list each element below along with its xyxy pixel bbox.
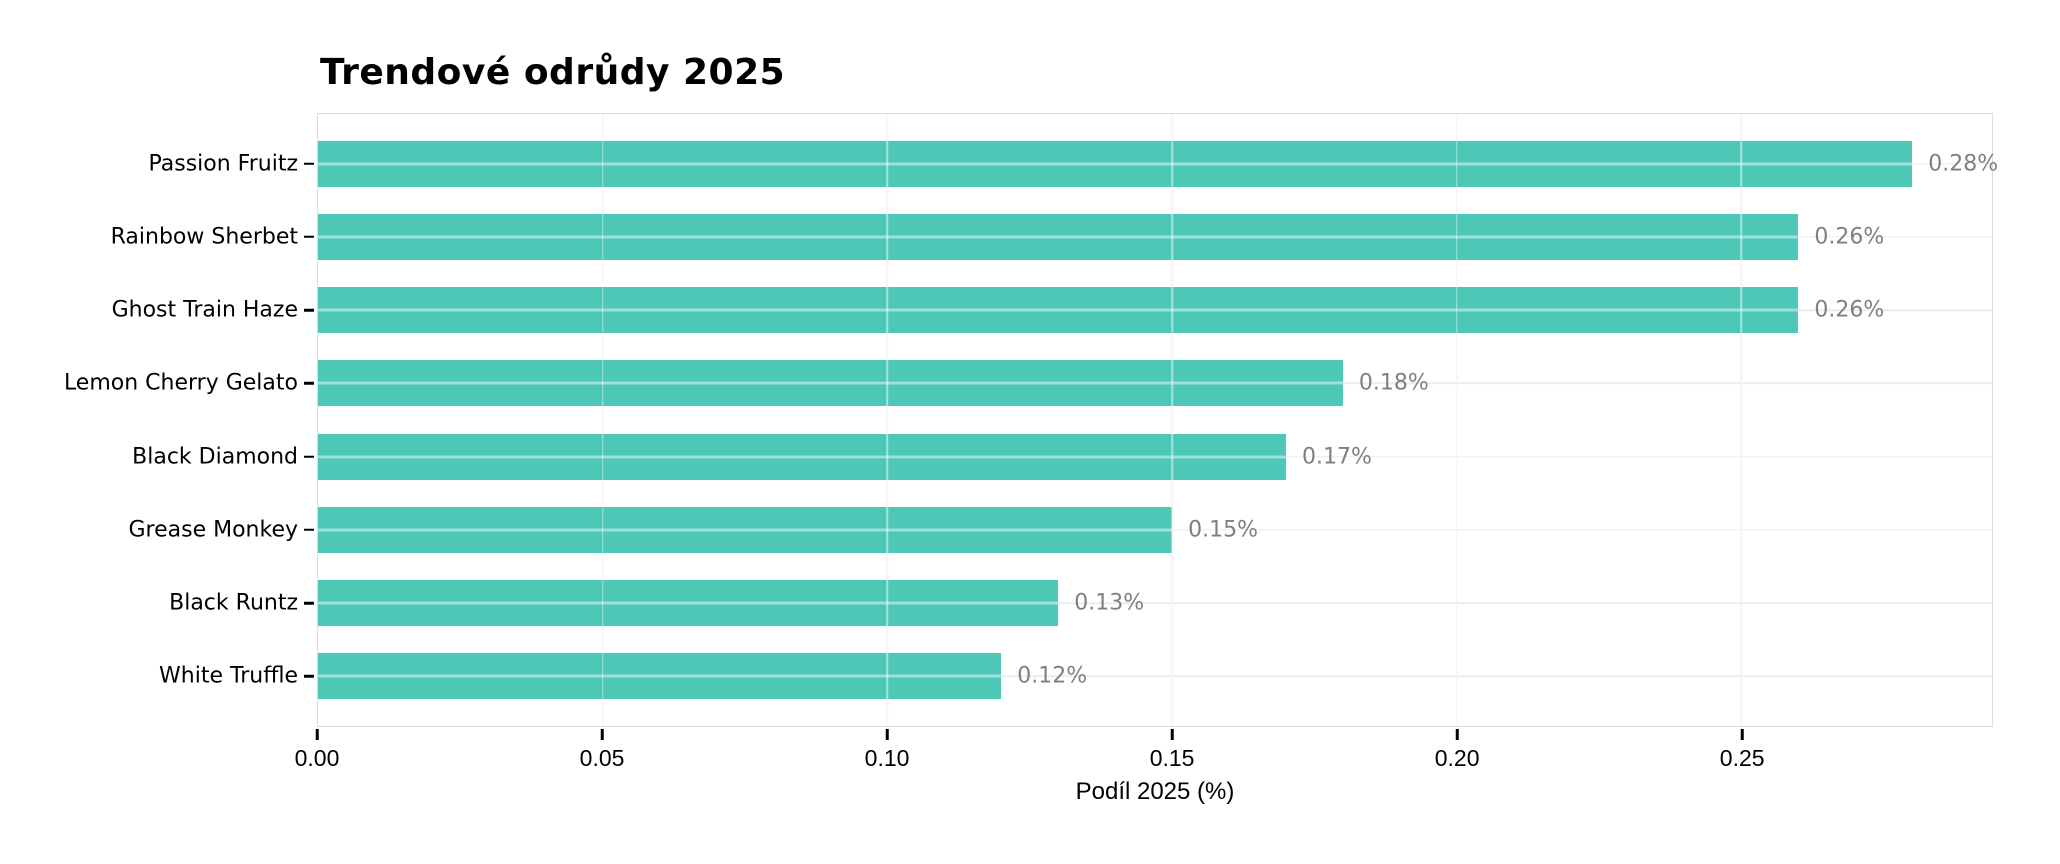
y-tick-mark [304, 528, 314, 532]
x-tick-mark [600, 729, 604, 740]
category-label: Black Runtz [169, 590, 298, 616]
bar [318, 213, 1799, 260]
bar-value-label: 0.26% [1814, 224, 1885, 250]
bar [318, 653, 1002, 700]
x-axis-label: Podíl 2025 (%) [1075, 778, 1235, 805]
bar-row: 0.17% Black Diamond [132, 420, 1992, 493]
bar-value-label: 0.13% [1074, 590, 1145, 616]
h-gridline [318, 602, 1992, 604]
x-tick-label: 0.20 [1434, 745, 1480, 771]
plot-area: 0.28% Passion Fruitz 0.26% Rainbow Sherbet 0… [64, 113, 1998, 727]
category-label: Passion Fruitz [148, 151, 298, 177]
v-gridline [1740, 114, 1743, 726]
bar-value-label: 0.12% [1017, 663, 1088, 689]
bar-value-label: 0.26% [1814, 297, 1885, 323]
x-tick-mark [885, 729, 889, 740]
x-tick-label: 0.10 [864, 745, 910, 771]
chart-title: Trendové odrůdy 2025 [320, 52, 786, 93]
bar [318, 580, 1059, 627]
category-label: White Truffle [159, 663, 298, 689]
bar-rows: 0.28% Passion Fruitz 0.26% Rainbow Sherbet 0… [64, 114, 1998, 726]
bar-row: 0.26% Rainbow Sherbet [111, 200, 1992, 273]
v-gridline [1456, 114, 1458, 726]
bar-value-label: 0.17% [1301, 444, 1372, 470]
bar-value-label: 0.28% [1928, 151, 1999, 177]
v-gridline [886, 114, 889, 726]
x-tick-label: 0.05 [579, 745, 625, 771]
category-label: Grease Monkey [128, 517, 298, 543]
category-label: Ghost Train Haze [111, 297, 298, 323]
x-tick-label: 0.15 [1149, 745, 1195, 771]
bar-value-label: 0.18% [1358, 370, 1429, 396]
bar [318, 140, 1913, 187]
bar [318, 433, 1286, 480]
v-gridline [601, 114, 604, 726]
bar [318, 360, 1343, 407]
y-tick-mark [304, 235, 314, 239]
bar-row: 0.26% Ghost Train Haze [112, 274, 1992, 347]
bar [318, 287, 1799, 334]
y-tick-mark [304, 601, 314, 605]
y-tick-mark [304, 382, 314, 385]
x-tick-label: 0.00 [294, 745, 340, 771]
y-tick-mark [304, 162, 314, 165]
bar-row: 0.15% Grease Monkey [128, 493, 1992, 566]
bar-value-label: 0.15% [1188, 517, 1258, 543]
category-label: Black Diamond [132, 444, 298, 470]
x-tick-label: 0.25 [1719, 745, 1765, 771]
x-axis: 0.00 0.05 0.10 0.15 0.20 0.25 [295, 727, 1993, 787]
y-tick-mark [304, 308, 314, 312]
bar-row: 0.28% Passion Fruitz [148, 127, 1998, 200]
x-tick-mark [1455, 729, 1459, 740]
h-gridline [318, 675, 1992, 678]
x-tick-mark [1170, 729, 1174, 740]
category-label: Rainbow Sherbet [110, 224, 298, 250]
x-tick-mark [315, 729, 319, 740]
y-tick-mark [304, 675, 314, 678]
bar-row: 0.13% Black Runtz [169, 567, 1992, 640]
v-gridline [1171, 114, 1173, 726]
y-tick-mark [304, 455, 314, 458]
x-tick-mark [1740, 729, 1744, 740]
bar [318, 506, 1173, 553]
category-label: Lemon Cherry Gelato [63, 370, 298, 396]
